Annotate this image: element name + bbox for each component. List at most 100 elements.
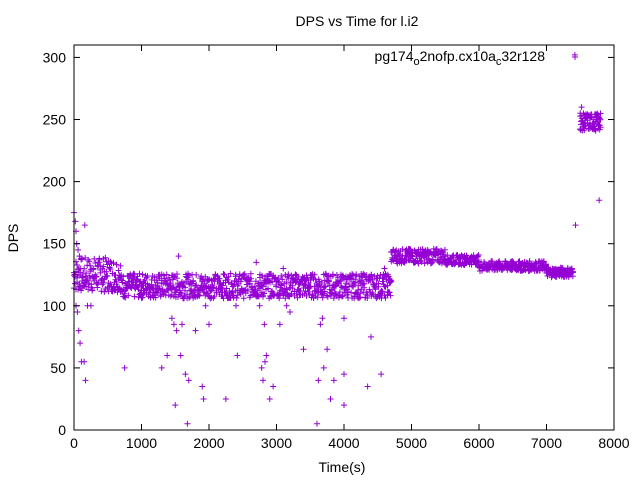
- data-point: [315, 283, 322, 290]
- data-point: [329, 271, 336, 278]
- data-point: [83, 270, 90, 277]
- data-point: [262, 358, 269, 365]
- data-point: [475, 252, 482, 259]
- data-point: [300, 346, 307, 353]
- data-point: [182, 371, 189, 378]
- data-point: [577, 110, 584, 117]
- data-point: [449, 253, 456, 260]
- data-point: [229, 289, 236, 296]
- data-point: [139, 294, 146, 301]
- data-point: [233, 294, 240, 301]
- data-point: [209, 281, 216, 288]
- data-point: [74, 261, 81, 268]
- data-point: [438, 248, 445, 255]
- data-point: [174, 294, 181, 301]
- data-point: [596, 197, 603, 204]
- data-point: [569, 273, 576, 280]
- data-point: [253, 259, 260, 266]
- data-point: [154, 279, 161, 286]
- data-point: [120, 273, 127, 280]
- x-tick-label: 8000: [598, 435, 629, 451]
- data-point: [163, 271, 170, 278]
- data-point: [368, 271, 375, 278]
- data-point: [334, 274, 341, 281]
- data-point: [164, 287, 171, 294]
- data-point: [406, 245, 413, 252]
- x-axis-title: Time(s): [319, 459, 366, 475]
- data-point: [102, 254, 109, 261]
- data-point: [568, 265, 575, 272]
- data-point: [382, 294, 389, 301]
- data-point: [261, 321, 268, 328]
- data-point: [331, 283, 338, 290]
- data-point: [113, 278, 120, 285]
- data-point: [89, 287, 96, 294]
- data-point: [87, 302, 94, 309]
- data-point: [135, 283, 142, 290]
- data-point: [261, 290, 268, 297]
- data-point: [101, 276, 108, 283]
- data-point: [338, 293, 345, 300]
- data-point: [87, 262, 94, 269]
- data-point: [391, 252, 398, 259]
- data-point: [77, 340, 84, 347]
- data-point: [88, 281, 95, 288]
- data-point: [324, 293, 331, 300]
- data-point: [318, 279, 325, 286]
- data-point: [441, 246, 448, 253]
- data-point: [107, 266, 114, 273]
- data-point: [321, 288, 328, 295]
- data-point: [167, 280, 174, 287]
- data-point: [227, 270, 234, 277]
- data-point: [270, 383, 277, 390]
- data-point: [260, 283, 266, 290]
- data-point: [351, 281, 358, 288]
- data-point: [76, 283, 83, 290]
- data-point: [350, 272, 357, 279]
- data-point: [345, 288, 352, 295]
- data-point: [97, 269, 104, 276]
- data-point: [106, 264, 113, 271]
- data-point: [86, 258, 93, 265]
- data-point: [289, 285, 296, 292]
- data-point: [364, 291, 371, 298]
- data-point: [206, 321, 212, 328]
- data-point: [280, 265, 287, 272]
- data-point: [327, 289, 334, 296]
- data-point: [96, 259, 103, 266]
- data-point: [341, 371, 347, 378]
- data-point: [260, 377, 266, 384]
- data-point: [144, 273, 151, 280]
- data-point: [258, 272, 265, 279]
- data-point: [387, 292, 394, 299]
- data-point: [377, 271, 384, 278]
- data-point: [240, 271, 247, 278]
- data-point: [385, 288, 392, 295]
- data-point: [225, 273, 232, 280]
- data-point: [156, 285, 163, 292]
- data-point: [357, 278, 364, 285]
- y-axis: 0 50 100 150 200 250 300: [43, 49, 614, 438]
- data-point: [173, 327, 180, 334]
- data-point: [314, 288, 321, 295]
- data-point: [122, 294, 129, 301]
- chart-title: DPS vs Time for l.i2: [296, 13, 419, 29]
- data-point: [387, 277, 394, 284]
- data-point: [76, 253, 83, 260]
- data-point: [130, 274, 137, 281]
- data-point: [91, 255, 98, 262]
- y-tick-label: 200: [43, 174, 67, 190]
- data-point: [103, 268, 110, 275]
- data-point: [330, 377, 337, 384]
- data-point: [294, 294, 301, 301]
- data-point: [160, 272, 167, 279]
- data-point: [429, 256, 436, 263]
- data-point: [192, 283, 199, 290]
- data-point: [241, 270, 248, 277]
- y-tick-label: 100: [43, 298, 67, 314]
- data-point: [393, 257, 400, 264]
- data-point: [303, 292, 310, 299]
- data-point: [131, 293, 138, 300]
- data-point: [155, 285, 162, 292]
- data-point: [344, 291, 351, 298]
